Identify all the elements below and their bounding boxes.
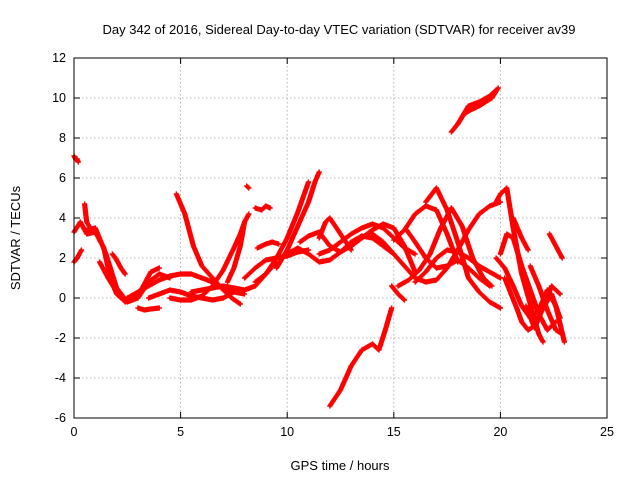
data-point-marks [135,305,162,313]
series-arc-ap [510,215,531,253]
x-tick-label: 15 [387,425,401,439]
chart-title: Day 342 of 2016, Sidereal Day-to-day VTE… [102,22,575,37]
series-arc-g [135,305,162,313]
data-point-marks [71,247,85,265]
data-point-marks [423,185,503,311]
series-arc-n [244,183,252,191]
data-point-marks [254,239,282,251]
data-point-marks [252,179,312,285]
x-tick-label: 5 [177,425,184,439]
data-point-marks [71,153,81,165]
series-arc-c [82,201,92,229]
y-tick-label: 12 [52,51,66,65]
data-point-marks [546,231,565,261]
x-tick-label: 20 [493,425,507,439]
series-arc-f [109,251,128,277]
x-axis-label: GPS time / hours [291,458,390,473]
data-point-marks [455,87,499,127]
x-tick-label: 10 [280,425,294,439]
series-arc-b [71,247,85,265]
series-arc-ac [389,283,408,303]
data-point-marks [273,169,322,271]
ticks [73,57,608,419]
series-arc-ad [412,247,503,285]
series-arc-ao [527,263,565,337]
x-tick-labels: 0 5 10 15 20 25 [71,425,614,439]
data-point-marks [389,283,408,303]
y-axis-label: SDTVAR / TECUs [8,185,23,290]
y-tick-label: -2 [55,331,66,345]
series-arc-m [224,219,248,285]
series-arc-o [252,203,273,213]
data-point-marks [224,219,248,285]
data-point-marks [109,251,128,277]
data-points [71,85,567,409]
y-tick-label: 8 [59,131,66,145]
data-point-marks [82,201,92,229]
y-tick-label: -4 [55,371,66,385]
y-tick-labels: -6 -4 -2 0 2 4 6 8 10 12 [52,51,66,425]
y-tick-label: 6 [59,171,66,185]
series-arc-q [254,239,282,251]
data-point-marks [403,227,493,289]
y-tick-label: 4 [59,211,66,225]
data-point-marks [412,247,503,285]
y-tick-label: 0 [59,291,66,305]
series-arc-ah [455,87,499,127]
series-arc-an [546,231,565,261]
y-tick-label: 2 [59,251,66,265]
series-arc-r [252,179,312,285]
y-tick-label: 10 [52,91,66,105]
grid [74,58,607,418]
series-arc-x [327,305,395,409]
y-tick-label: -6 [55,411,66,425]
series-arc-af [423,185,503,311]
series-arc-y [348,221,418,275]
data-point-marks [252,203,273,213]
data-point-marks [527,263,565,337]
series-arc-early [71,153,81,165]
series-arc-s [273,169,322,271]
plot-frame [73,57,608,419]
series-arc-ae [403,227,493,289]
data-point-marks [327,305,395,409]
x-tick-label: 0 [71,425,78,439]
x-tick-label: 25 [600,425,614,439]
data-point-marks [510,215,531,253]
data-point-marks [348,221,418,275]
data-point-marks [244,183,252,191]
